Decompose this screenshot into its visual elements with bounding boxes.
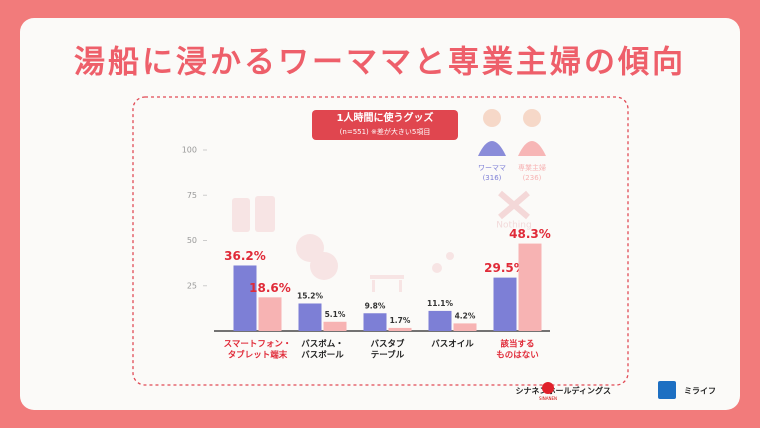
- subtitle-box: [312, 110, 458, 140]
- x-tick-label: テーブル: [371, 350, 405, 361]
- value-label: 18.6%: [249, 281, 291, 295]
- x-tick-label: バスボール: [301, 350, 344, 361]
- bar: [428, 310, 452, 331]
- legend-label: 専業主婦: [518, 163, 546, 172]
- subtitle: 1人時間に使うグッズ: [337, 111, 434, 124]
- bar: [233, 265, 257, 331]
- y-tick-label: 100: [182, 146, 197, 155]
- card: [20, 18, 740, 410]
- x-tick-label: ものはない: [496, 351, 539, 361]
- watermark: Nothing: [496, 221, 531, 231]
- value-label: 36.2%: [224, 249, 266, 263]
- value-label: 4.2%: [455, 311, 476, 320]
- x-tick-label: タブレット端末: [228, 350, 288, 361]
- bar: [388, 327, 412, 331]
- logo-mark: [658, 381, 676, 399]
- value-label: 48.3%: [509, 227, 551, 241]
- bar: [493, 277, 517, 331]
- logo-mark: [542, 382, 554, 394]
- bar: [453, 323, 477, 331]
- value-label: 29.5%: [484, 261, 526, 275]
- bar: [518, 243, 542, 331]
- value-label: 5.1%: [325, 310, 346, 319]
- y-tick-label: 25: [187, 281, 197, 290]
- x-tick-label: 該当する: [500, 339, 534, 350]
- value-label: 1.7%: [390, 316, 411, 325]
- value-label: 15.2%: [297, 291, 324, 300]
- legend-n: (236): [523, 174, 542, 182]
- bar: [363, 313, 387, 331]
- bar: [298, 303, 322, 331]
- logo-text: シナネンホールディングス: [516, 386, 611, 396]
- main-title: 湯船に浸かるワーママと専業主婦の傾向: [74, 45, 686, 81]
- x-tick-label: バスタブ: [370, 339, 405, 350]
- decor-icons: [232, 190, 530, 292]
- x-tick-label: バスオイル: [431, 339, 474, 350]
- x-tick-label: スマートフォン・: [224, 340, 292, 350]
- legend-people: [478, 109, 546, 156]
- logo-text: ミライフ: [684, 387, 716, 396]
- logo-text: SINANEN: [539, 396, 557, 401]
- y-tick-label: 50: [187, 236, 197, 245]
- legend-n: (316): [483, 174, 502, 182]
- bar: [323, 321, 347, 331]
- value-label: 11.1%: [427, 299, 454, 308]
- x-tick-label: バスボム・: [301, 339, 344, 350]
- note: (n=551) ※差が大きい5項目: [340, 127, 431, 136]
- chart-frame: [132, 96, 629, 386]
- legend-label: ワーママ: [478, 164, 506, 172]
- bar: [258, 297, 282, 331]
- y-tick-label: 75: [187, 191, 197, 200]
- value-label: 9.8%: [365, 301, 386, 310]
